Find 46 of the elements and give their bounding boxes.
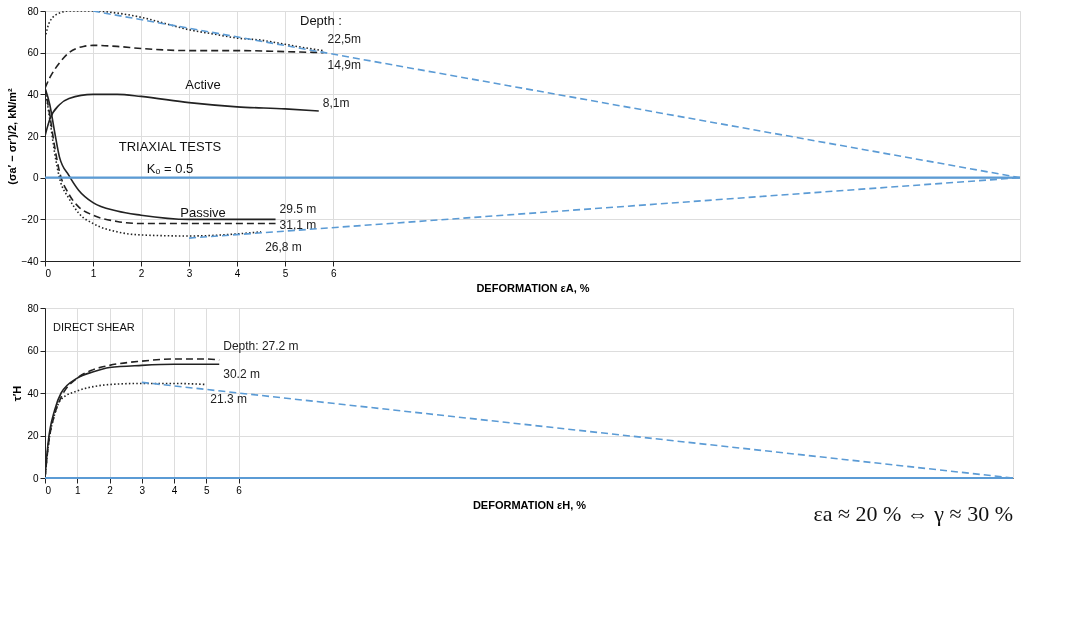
series-label: 29.5 m xyxy=(279,202,317,217)
y-tick-label: 60 xyxy=(27,345,39,356)
y-tick-label: 20 xyxy=(27,430,39,441)
series-label: 22,5m xyxy=(327,31,361,46)
annotation: Passive xyxy=(180,205,226,220)
annotation: DIRECT SHEAR xyxy=(53,321,135,333)
series-label: Depth: 27.2 m xyxy=(223,339,299,354)
annotation: Kₒ = 0.5 xyxy=(146,161,194,176)
series-label: 30.2 m xyxy=(223,367,260,382)
y-tick-label: 80 xyxy=(27,302,39,314)
x-tick-label: 0 xyxy=(45,267,52,279)
y-tick-label: 80 xyxy=(27,5,39,17)
x-tick-label: 6 xyxy=(330,267,337,279)
y-tick-label: 0 xyxy=(32,472,39,484)
series-label: 31,1 m xyxy=(279,217,317,232)
y-tick-label: 40 xyxy=(27,88,39,100)
annotation: TRIAXIAL TESTS xyxy=(118,139,222,154)
y-tick-label: 60 xyxy=(27,47,39,59)
x-tick-label: 2 xyxy=(138,267,145,279)
x-tick-label: 4 xyxy=(234,267,241,279)
x-tick-label: 0 xyxy=(45,484,52,496)
x-tick-label: 4 xyxy=(171,484,178,496)
series-label: 8,1m xyxy=(322,96,350,110)
y-axis-title: τ′H xyxy=(11,385,24,402)
text: εa ≈ 20 % ⇔ γ ≈ 30 % xyxy=(813,501,1013,526)
x-tick-label: 5 xyxy=(204,484,211,496)
x-tick-label: 3 xyxy=(186,267,193,279)
x-axis-title: DEFORMATION εH, % xyxy=(472,498,587,511)
y-axis-title: (σa′ − σr′)/2, kN/m² xyxy=(5,87,18,185)
x-tick-label: 1 xyxy=(90,267,97,279)
annotation: Depth : xyxy=(300,13,342,28)
x-tick-label: 2 xyxy=(107,484,114,496)
x-tick-label: 5 xyxy=(282,267,289,279)
series-label: 21.3 m xyxy=(210,391,248,406)
x-axis-title: DEFORMATION εA, % xyxy=(476,281,590,294)
x-tick-label: 6 xyxy=(236,484,243,496)
y-tick-label: 0 xyxy=(32,172,39,184)
x-tick-label: 1 xyxy=(74,484,81,496)
x-tick-label: 3 xyxy=(139,484,146,496)
series-label: 26,8 m xyxy=(265,239,302,254)
y-tick-label: −40 xyxy=(21,255,39,267)
series-label: 14,9m xyxy=(327,57,361,72)
y-tick-label: 40 xyxy=(27,387,39,399)
y-tick-label: −20 xyxy=(21,213,39,225)
annotation: Active xyxy=(185,77,221,92)
y-tick-label: 20 xyxy=(27,130,39,142)
